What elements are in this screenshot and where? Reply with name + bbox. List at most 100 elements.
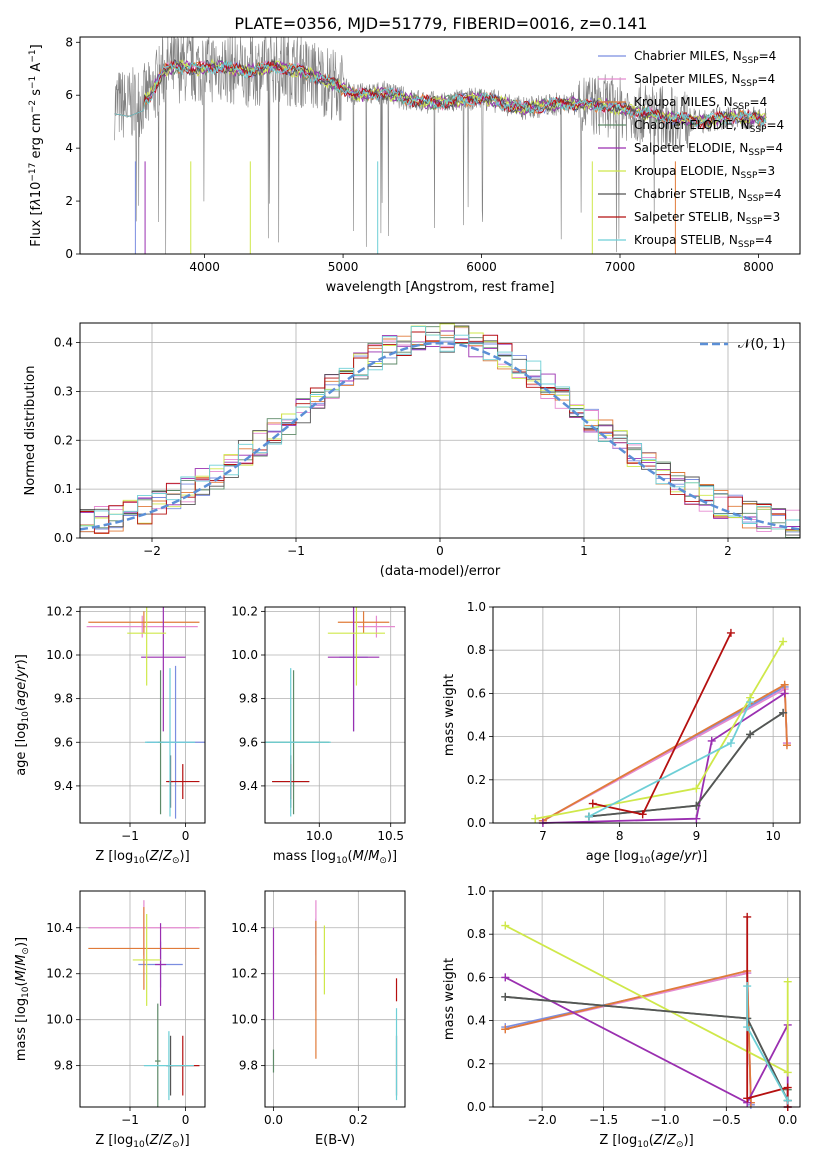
y-tick-label: 0.2	[467, 1057, 486, 1071]
x-axis-label: Z [log10(Z/Z⊙)]	[95, 849, 189, 866]
y-tick-label: 6	[65, 88, 73, 102]
x-tick-label: 10	[765, 829, 780, 843]
y-tick-label: 10.2	[46, 604, 73, 618]
weight-marker	[743, 1094, 752, 1103]
x-axis-label: Z [log10(Z/Z⊙)]	[95, 1133, 189, 1150]
x-tick-label: −2	[143, 544, 161, 558]
weight-marker	[779, 637, 788, 646]
y-tick-label: 10.0	[231, 1013, 258, 1027]
x-tick-label: 10.5	[377, 829, 404, 843]
residuals-panel: −2 −1 0 1 2 0.0 0.1 0.2 0.3 0.4 (data-model)/error…	[23, 322, 801, 579]
x-tick-label: 0	[436, 544, 444, 558]
y-tick-label: 0.4	[467, 730, 486, 744]
weight-marker	[743, 912, 752, 921]
y-tick-label: 0.2	[54, 433, 73, 447]
y-tick-label: 10.0	[46, 648, 73, 662]
y-axis-label: mass [log10(M/M⊙)]	[14, 937, 31, 1061]
y-tick-label: 0.8	[467, 643, 486, 657]
y-tick-label: 9.6	[54, 735, 73, 749]
x-tick-label: 0	[182, 829, 190, 843]
y-tick-label: 0.6	[467, 686, 486, 700]
figure-title: PLATE=0356, MJD=51779, FIBERID=0016, z=0…	[234, 14, 647, 33]
mass_weight_vs_Z-panel: −2.0 −1.5 −1.0 −0.5 0.0 0.0 0.2 0.4 0.6 0.8 1.0 Z […	[442, 884, 801, 1150]
weight-marker	[726, 739, 735, 748]
y-tick-label: 9.4	[54, 779, 73, 793]
weight-marker	[501, 1025, 510, 1034]
weight-series-8	[746, 986, 789, 1101]
y-tick-label: 1.0	[467, 884, 486, 898]
y-tick-label: 9.4	[239, 779, 258, 793]
x-tick-label: 0.0	[778, 1113, 797, 1127]
weight-series-6	[505, 995, 789, 1101]
y-tick-label: 10.2	[231, 604, 258, 618]
x-tick-label: 9	[693, 829, 701, 843]
x-tick-label: 0	[182, 1113, 190, 1127]
y-tick-label: 0.2	[467, 773, 486, 787]
y-tick-label: 0.0	[467, 816, 486, 830]
weight-marker	[692, 814, 701, 823]
weight-marker	[743, 1023, 752, 1032]
weight-marker	[780, 689, 789, 698]
y-tick-label: 0.6	[467, 970, 486, 984]
y-tick-label: 10.0	[46, 1013, 73, 1027]
model-spectrum-7	[114, 60, 767, 130]
weight-marker	[531, 814, 540, 823]
legend-label-5: Kroupa ELODIE, NSSP=3	[634, 164, 775, 181]
legend-label-3: Chabrier ELODIE, NSSP=4	[634, 118, 784, 135]
y-axis-label: Flux [fλ10−17 erg cm−2 s−1 A−1]	[28, 44, 44, 246]
y-tick-label: 1.0	[467, 600, 486, 614]
y-tick-label: 10.0	[231, 648, 258, 662]
x-tick-label: 8000	[743, 260, 774, 274]
mass_vs_ebv-panel: 0.0 0.2 9.8 10.0 10.2 10.4 E(B-V)	[231, 890, 406, 1148]
weight-marker	[638, 810, 647, 819]
y-tick-label: 0.8	[467, 927, 486, 941]
y-tick-label: 10.2	[231, 967, 258, 981]
x-tick-label: 4000	[189, 260, 220, 274]
legend-label-1: Salpeter MILES, NSSP=4	[634, 72, 775, 89]
axes-frame	[264, 606, 406, 824]
weight-marker	[588, 799, 597, 808]
weight-marker	[584, 812, 593, 821]
x-axis-label: Z [log10(Z/Z⊙)]	[599, 1133, 693, 1150]
model-spectrum-8	[114, 59, 767, 128]
y-axis-label: Normed distribution	[23, 366, 38, 496]
y-tick-label: 0.4	[467, 1014, 486, 1028]
y-tick-label: 9.8	[239, 1059, 258, 1073]
weight-marker	[783, 1068, 792, 1077]
x-tick-label: 2	[724, 544, 732, 558]
axes-frame	[79, 890, 206, 1108]
y-tick-label: 4	[65, 141, 73, 155]
weight-marker	[746, 698, 755, 707]
weight-marker	[692, 784, 701, 793]
x-tick-label: 8	[616, 829, 624, 843]
x-tick-label: 7	[539, 829, 547, 843]
x-tick-label: 0.0	[264, 1113, 283, 1127]
weight-marker	[501, 992, 510, 1001]
legend-label-6: Chabrier STELIB, NSSP=4	[634, 187, 782, 204]
weight-marker	[743, 982, 752, 991]
legend-label-7: Salpeter STELIB, NSSP=3	[634, 210, 780, 227]
y-tick-label: 9.8	[54, 1059, 73, 1073]
residual-hist-5	[80, 323, 800, 532]
y-tick-label: 9.8	[239, 692, 258, 706]
mass_vs_Z-panel: −1 0 9.8 10.0 10.2 10.4 Z [log10(Z/Z⊙)] mass [l…	[14, 890, 206, 1150]
legend-normal-label: 𝒩(0, 1)	[738, 337, 785, 352]
x-tick-label: −1	[287, 544, 305, 558]
y-tick-label: 9.8	[54, 692, 73, 706]
weight-marker	[501, 973, 510, 982]
y-tick-label: 0.0	[54, 531, 73, 545]
axes-frame	[79, 36, 801, 255]
axes-frame	[79, 322, 801, 539]
x-axis-label: mass [log10(M/M⊙)]	[273, 849, 397, 866]
weight-marker	[746, 730, 755, 739]
y-axis-label: mass weight	[442, 674, 457, 756]
weight-marker	[783, 977, 792, 986]
x-tick-label: −1	[121, 829, 139, 843]
axes-frame	[492, 606, 801, 824]
y-tick-label: 9.6	[239, 735, 258, 749]
y-tick-label: 10.4	[231, 921, 258, 935]
x-tick-label: −1.5	[589, 1113, 618, 1127]
weight-marker	[780, 680, 789, 689]
mass_weight_vs_age-panel: 7 8 9 10 0.0 0.2 0.4 0.6 0.8 1.0 age [log10(age/yr…	[442, 600, 801, 866]
